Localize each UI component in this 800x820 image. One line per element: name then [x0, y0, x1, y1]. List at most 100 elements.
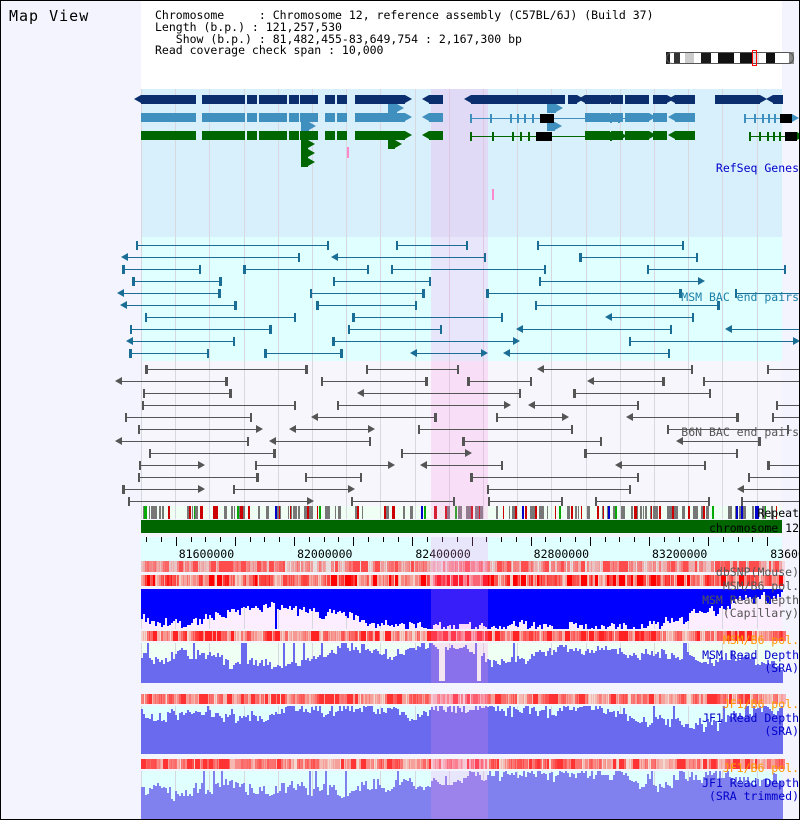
bac-clone-line[interactable] [584, 453, 737, 454]
bac-clone-line[interactable] [332, 341, 513, 342]
exon[interactable] [773, 132, 775, 141]
bac-clone-line[interactable] [122, 381, 226, 382]
bac-clone-line[interactable] [488, 501, 562, 502]
gene-feature[interactable] [625, 131, 636, 140]
gene-feature[interactable] [429, 131, 443, 140]
bac-clone-line[interactable] [535, 305, 718, 306]
exon[interactable] [470, 114, 472, 123]
bac-clone-line[interactable] [417, 353, 481, 354]
bac-clone-line[interactable] [594, 381, 663, 382]
gene-feature[interactable] [634, 113, 649, 122]
gene-feature[interactable] [300, 131, 318, 140]
gene-feature[interactable] [568, 95, 577, 104]
bac-clone-line[interactable] [767, 369, 799, 370]
exon[interactable] [512, 132, 514, 141]
bac-clone-line[interactable] [667, 429, 788, 430]
exon[interactable] [754, 114, 756, 123]
gene-feature[interactable] [289, 131, 299, 140]
exon[interactable] [520, 132, 522, 141]
bac-clone-line[interactable] [683, 441, 759, 442]
bac-clone-line[interactable] [703, 381, 799, 382]
msm-b6-pol-capillary[interactable] [141, 575, 785, 586]
gene-feature[interactable] [337, 113, 347, 122]
gene-feature[interactable] [675, 95, 695, 104]
exon[interactable] [759, 132, 761, 141]
bac-clone-line[interactable] [510, 353, 669, 354]
gene-feature[interactable] [301, 122, 309, 131]
exon[interactable] [492, 132, 494, 141]
gene-feature[interactable] [388, 104, 397, 113]
bac-clone-line[interactable] [647, 269, 785, 270]
gene-feature[interactable] [325, 131, 335, 140]
bac-clone-line[interactable] [612, 317, 693, 318]
bac-clone-line[interactable] [573, 393, 710, 394]
bac-clone-line[interactable] [127, 305, 235, 306]
exon[interactable] [528, 132, 530, 141]
exon[interactable] [768, 114, 770, 123]
bac-clone-line[interactable] [129, 353, 208, 354]
exon[interactable] [774, 114, 776, 123]
bac-clone-line[interactable] [348, 329, 441, 330]
bac-clone-line[interactable] [535, 405, 638, 406]
gene-feature[interactable] [355, 131, 405, 140]
bac-clone-line[interactable] [732, 329, 799, 330]
bac-clone-line[interactable] [122, 441, 248, 442]
gene-feature[interactable] [337, 95, 347, 104]
gene-feature[interactable] [215, 113, 245, 122]
gene-feature[interactable] [325, 95, 335, 104]
gene-feature[interactable] [611, 95, 623, 104]
bac-clone-line[interactable] [487, 489, 630, 490]
bac-clone-line[interactable] [772, 417, 799, 418]
bac-clone-line[interactable] [149, 453, 274, 454]
bac-clone-line[interactable] [470, 477, 638, 478]
gene-feature[interactable] [202, 113, 215, 122]
gene-feature[interactable] [355, 95, 405, 104]
bac-clone-line[interactable] [305, 477, 361, 478]
exon[interactable] [610, 114, 612, 123]
bac-clone-line[interactable] [143, 393, 230, 394]
bac-clone-line[interactable] [333, 281, 430, 282]
bac-clone-line[interactable] [276, 441, 370, 442]
bac-clone-line[interactable] [133, 341, 234, 342]
bac-clone-line[interactable] [318, 417, 435, 418]
gene-feature[interactable] [215, 131, 245, 140]
gene-feature[interactable] [301, 140, 308, 149]
gene-feature[interactable] [259, 131, 287, 140]
gene-feature[interactable] [289, 95, 299, 104]
gene-feature[interactable] [675, 113, 695, 122]
gene-feature[interactable] [300, 95, 318, 104]
bac-clone-line[interactable] [136, 245, 328, 246]
coordinate-ruler[interactable]: 81600000 82000000 82400000 82800000 83200000… [141, 537, 799, 561]
gene-feature[interactable] [300, 113, 318, 122]
exon[interactable] [618, 114, 620, 123]
bac-clone-line[interactable] [138, 429, 256, 430]
gene-feature[interactable] [429, 95, 443, 104]
bac-clone-line[interactable] [496, 417, 562, 418]
bac-clone-line[interactable] [579, 257, 697, 258]
gene-feature[interactable] [247, 131, 257, 140]
bac-clone-line[interactable] [255, 465, 388, 466]
gene-feature[interactable] [141, 113, 196, 122]
gene-feature[interactable] [600, 113, 610, 122]
exon[interactable] [610, 132, 612, 141]
gene-feature[interactable] [715, 95, 760, 104]
bac-clone-line[interactable] [401, 453, 465, 454]
bac-clone-line[interactable] [544, 369, 692, 370]
gene-feature[interactable] [585, 113, 601, 122]
ideogram-cursor[interactable] [751, 50, 757, 66]
bac-clone-line[interactable] [145, 317, 295, 318]
exon[interactable] [785, 132, 797, 141]
bac-clone-line[interactable] [132, 281, 220, 282]
bac-clone-line[interactable] [264, 353, 341, 354]
bac-clone-line[interactable] [418, 429, 572, 430]
bac-clone-line[interactable] [391, 269, 545, 270]
gene-feature[interactable] [634, 95, 649, 104]
dbsnp-mouse[interactable] [141, 561, 785, 572]
bac-clone-line[interactable] [523, 329, 671, 330]
exon[interactable] [532, 114, 534, 123]
gene-feature[interactable] [301, 149, 308, 158]
exon[interactable] [540, 114, 554, 123]
bac-clone-line[interactable] [233, 489, 348, 490]
bac-clone-line[interactable] [539, 281, 698, 282]
bac-clone-line[interactable] [352, 317, 502, 318]
